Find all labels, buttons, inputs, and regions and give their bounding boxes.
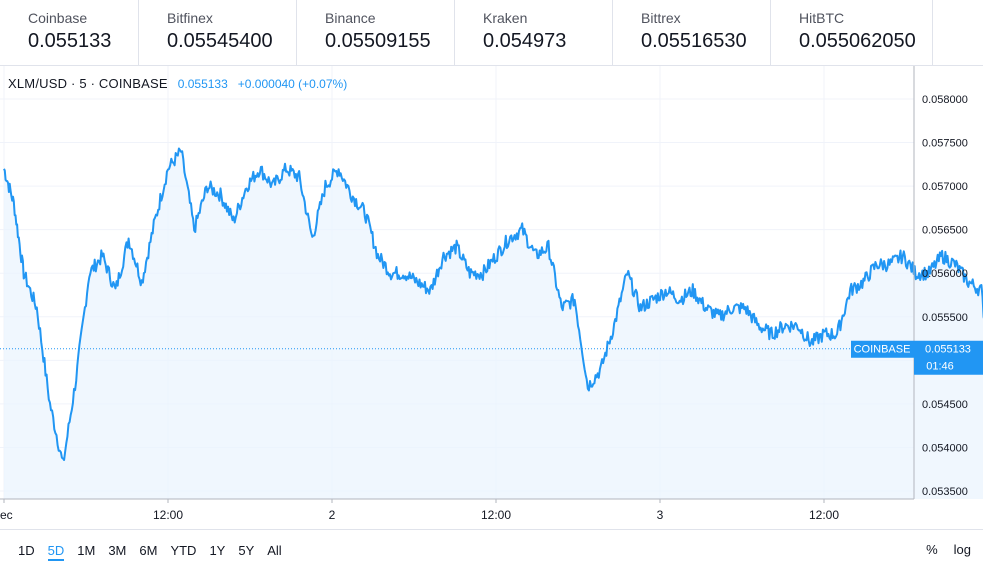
range-1m[interactable]: 1M (77, 542, 96, 558)
price-chart[interactable]: 0.0535000.0540000.0545000.0550000.055500… (0, 66, 983, 529)
chart-legend: XLM/USD · 5 · COINBASE 0.055133 +0.00004… (8, 76, 347, 91)
exchange-price: 0.05545400 (167, 30, 273, 52)
range-5d[interactable]: 5D (47, 537, 65, 561)
last-price-tag (914, 340, 983, 375)
range-3m[interactable]: 3M (108, 542, 127, 558)
exchange-tab-kraken[interactable]: Kraken 0.054973 (455, 0, 613, 66)
time-tick-label: ec (0, 508, 13, 522)
range-1d[interactable]: 1D (18, 542, 35, 558)
price-tick-label: 0.053500 (922, 486, 968, 498)
price-tick-label: 0.054000 (922, 442, 968, 454)
price-tick-label: 0.058000 (922, 94, 968, 106)
last-price-tag-value: 0.055133 (925, 344, 971, 356)
exchange-tab-coinbase[interactable]: Coinbase 0.055133 (0, 0, 139, 66)
price-tags: COINBASE 0.055133 01:46 (851, 340, 983, 375)
time-tick-label: 12:00 (809, 508, 839, 522)
scale-options: % log (926, 530, 971, 567)
area-fill (4, 148, 983, 499)
exchange-price-tag-label: COINBASE (854, 344, 911, 356)
range-ytd[interactable]: YTD (170, 542, 197, 558)
exchange-tab-bitfinex[interactable]: Bitfinex 0.05545400 (139, 0, 297, 66)
exchange-name: Bittrex (641, 10, 681, 26)
exchange-tab-binance[interactable]: Binance 0.05509155 (297, 0, 455, 66)
exchange-price: 0.054973 (483, 30, 567, 52)
percent-scale-toggle[interactable]: % (926, 541, 938, 557)
legend-change: +0.000040 (+0.07%) (237, 77, 348, 91)
range-all[interactable]: All (267, 542, 282, 558)
price-tick-label: 0.057000 (922, 181, 968, 193)
exchange-price: 0.055062050 (799, 30, 916, 52)
legend-symbol: XLM/USD · 5 · COINBASE (8, 76, 168, 91)
bar-countdown: 01:46 (926, 361, 954, 373)
exchange-name: Bitfinex (167, 10, 213, 26)
range-toolbar: 1D 5D 1M 3M 6M YTD 1Y 5Y All % log (0, 529, 983, 567)
series-line (3, 147, 983, 461)
exchange-name: HitBTC (799, 10, 845, 26)
log-scale-toggle[interactable]: log (953, 541, 971, 557)
exchange-name: Kraken (483, 10, 528, 26)
exchange-name: Coinbase (28, 10, 88, 26)
price-line (3, 147, 983, 461)
time-tick-label: 12:00 (481, 508, 511, 522)
exchange-tabs: Coinbase 0.055133 Bitfinex 0.05545400 Bi… (0, 0, 983, 66)
exchange-name: Binance (325, 10, 376, 26)
range-6m[interactable]: 6M (139, 542, 158, 558)
price-tick-label: 0.054500 (922, 399, 968, 411)
range-5y[interactable]: 5Y (238, 542, 255, 558)
exchange-tab-bittrex[interactable]: Bittrex 0.05516530 (613, 0, 771, 66)
exchange-price: 0.05509155 (325, 30, 431, 52)
time-tick-label: 12:00 (153, 508, 183, 522)
exchange-price: 0.05516530 (641, 30, 747, 52)
price-tick-label: 0.057500 (922, 138, 968, 150)
chart-area[interactable]: XLM/USD · 5 · COINBASE 0.055133 +0.00004… (0, 66, 983, 529)
exchange-price: 0.055133 (28, 30, 112, 52)
time-tick-label: 2 (329, 508, 336, 522)
legend-value: 0.055133 (177, 77, 228, 91)
range-1y[interactable]: 1Y (209, 542, 226, 558)
time-tick-label: 3 (657, 508, 664, 522)
price-tick-label: 0.055500 (922, 312, 968, 324)
exchange-tab-hitbtc[interactable]: HitBTC 0.055062050 (771, 0, 933, 66)
series-area (4, 148, 983, 499)
price-tick-label: 0.056000 (922, 268, 968, 280)
exchange-price-tag (851, 340, 914, 358)
price-tick-label: 0.056500 (922, 225, 968, 237)
